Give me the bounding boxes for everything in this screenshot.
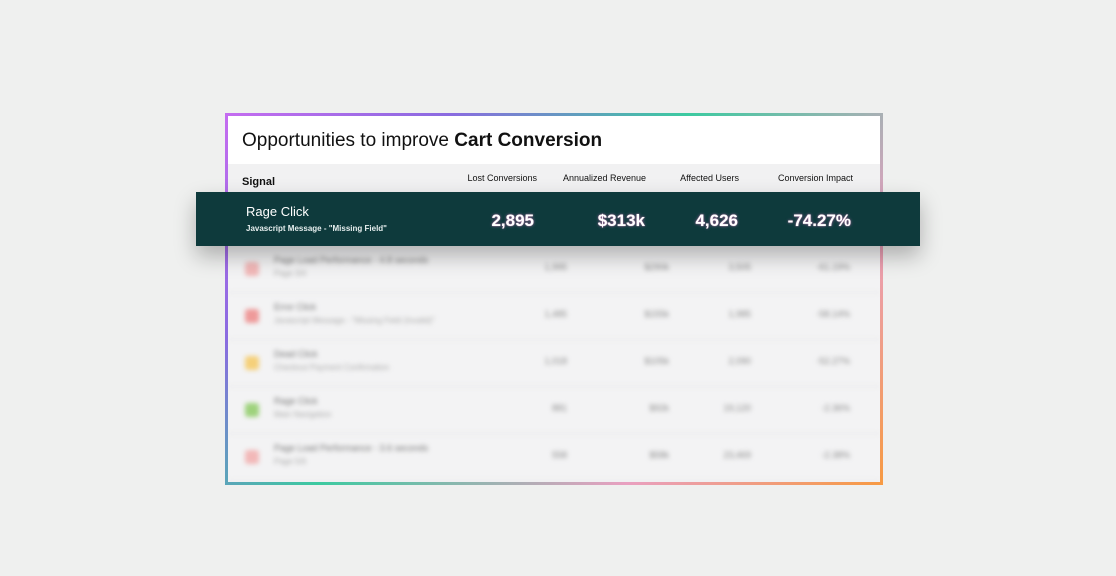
header-conversion-impact[interactable]: Conversion Impact [777, 173, 853, 183]
row-signal-detail: Page 5/6 [274, 457, 307, 466]
table-row[interactable]: Dead Click Checkout Payment Confirmation… [228, 340, 880, 387]
row-affected-users: 23,469 [723, 450, 751, 460]
row-lost-conversions: 1,995 [544, 262, 567, 272]
row-lost-conversions: 1,018 [544, 356, 567, 366]
card-title: Opportunities to improve Cart Conversion [228, 116, 880, 164]
highlight-signal-detail: Javascript Message - "Missing Field" [246, 224, 387, 233]
row-signal-name: Dead Click [274, 349, 318, 359]
row-lost-conversions: 881 [551, 403, 567, 413]
row-lost-conversions: 1,485 [544, 309, 567, 319]
blurred-rows: Page Load Performance - 4.8 seconds Page… [228, 246, 880, 481]
row-signal-detail: Checkout Payment Confirmation [274, 363, 390, 372]
row-conversion-impact: -2.36% [821, 403, 850, 413]
signal-type-icon [245, 450, 259, 464]
table-header: Signal Lost Conversions Annualized Reven… [228, 164, 880, 194]
card-title-bold: Cart Conversion [454, 130, 603, 151]
row-signal-detail: Page 3/4 [274, 269, 307, 278]
header-affected-users[interactable]: Affected Users [680, 173, 739, 183]
highlight-lost-conversions: 2,895 [491, 211, 534, 230]
highlight-signal-name: Rage Click [246, 204, 309, 219]
highlight-annualized-revenue: $313k [597, 211, 645, 230]
row-conversion-impact: -52.27% [816, 356, 850, 366]
row-conversion-impact: -58.14% [816, 309, 850, 319]
table-row[interactable]: Page Load Performance - 3.6 seconds Page… [228, 434, 880, 481]
row-signal-name: Page Load Performance - 4.8 seconds [274, 255, 429, 265]
signal-type-icon [245, 356, 259, 370]
row-signal-name: Rage Click [274, 396, 318, 406]
table-row[interactable]: Error Click Javascript Message - "Missin… [228, 293, 880, 340]
highlight-affected-users: 4,626 [695, 211, 738, 230]
row-annualized-revenue: $92k [649, 403, 669, 413]
signal-type-icon [245, 262, 259, 276]
row-conversion-impact: -2.38% [821, 450, 850, 460]
table-row[interactable]: Page Load Performance - 4.8 seconds Page… [228, 246, 880, 293]
row-annualized-revenue: $155k [644, 309, 669, 319]
row-annualized-revenue: $105k [644, 356, 669, 366]
signal-type-icon [245, 309, 259, 323]
row-signal-name: Page Load Performance - 3.6 seconds [274, 443, 429, 453]
row-signal-detail: Javascript Message - "Missing Field (Inv… [274, 316, 435, 325]
row-signal-name: Error Click [274, 302, 316, 312]
row-annualized-revenue: $58k [649, 450, 669, 460]
highlight-conversion-impact: -74.27% [787, 211, 851, 230]
signal-type-icon [245, 403, 259, 417]
header-annualized-revenue[interactable]: Annualized Revenue [562, 173, 646, 183]
header-signal[interactable]: Signal [242, 176, 276, 188]
card-title-prefix: Opportunities to improve [242, 130, 449, 151]
row-annualized-revenue: $290k [644, 262, 669, 272]
opportunities-card-frame: Opportunities to improve Cart Conversion… [225, 113, 883, 485]
row-lost-conversions: 558 [551, 450, 567, 460]
row-affected-users: 2,090 [728, 356, 751, 366]
row-affected-users: 1,985 [728, 309, 751, 319]
row-affected-users: 19,120 [723, 403, 751, 413]
highlighted-signal-row[interactable]: Rage Click Javascript Message - "Missing… [196, 192, 920, 246]
row-affected-users: 3,505 [728, 262, 751, 272]
table-row[interactable]: Rage Click Main Navigation 881 $92k 19,1… [228, 387, 880, 434]
opportunities-card: Opportunities to improve Cart Conversion… [228, 116, 880, 482]
header-lost-conversions[interactable]: Lost Conversions [467, 173, 537, 183]
row-signal-detail: Main Navigation [274, 410, 332, 419]
row-conversion-impact: -61.19% [816, 262, 850, 272]
